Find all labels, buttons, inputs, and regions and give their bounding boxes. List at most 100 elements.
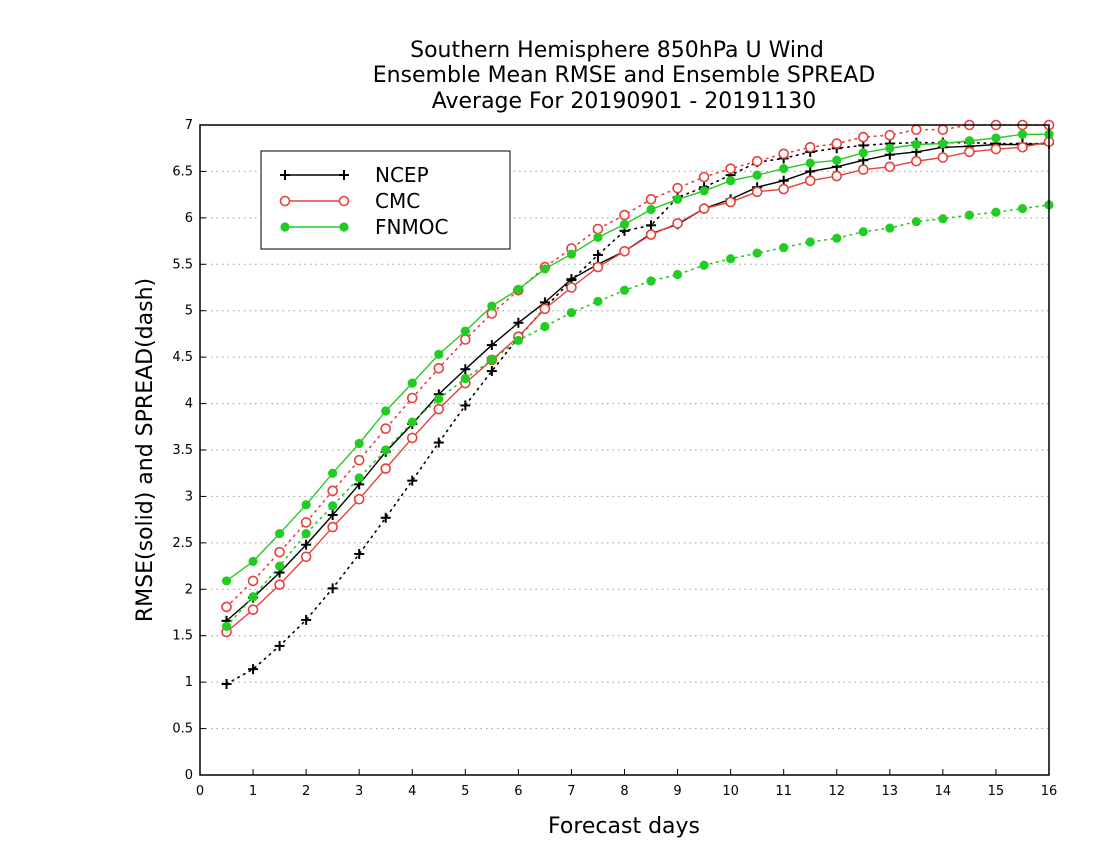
axis-ticks: 0 1 2 3 4 5 6 7 8 9 10 11 12 13 14 15 1600.511.522.533.5… [172,118,1057,799]
point-fnmoc-rmse [274,528,285,539]
point-cmc-spread [353,454,365,466]
point-cmc-spread [831,138,843,149]
point-fnmoc-spread [964,210,975,220]
x-tick-label: 7 [567,784,575,799]
y-tick-label: 2 [185,582,193,597]
point-fnmoc-rmse [540,264,550,274]
point-fnmoc-spread [434,394,444,404]
point-cmc-rmse [592,261,604,273]
y-tick-label: 3 [185,489,193,504]
point-cmc-spread [884,129,896,141]
point-ncep-spread [327,583,338,594]
point-cmc-spread [725,163,736,174]
point-fnmoc-rmse [460,326,470,336]
point-fnmoc-spread [858,227,868,237]
point-cmc-rmse [1017,141,1028,153]
point-fnmoc-rmse [221,576,232,586]
point-fnmoc-spread [381,445,391,455]
point-cmc-spread [592,223,604,235]
point-fnmoc-rmse [646,204,656,215]
point-fnmoc-spread [832,233,842,243]
point-fnmoc-spread [885,223,895,233]
series-fnmoc-spread [221,200,1054,632]
chart-title-line-3: Average For 20190901 - 20191130 [432,89,817,114]
point-fnmoc-spread [646,276,656,286]
point-ncep-spread [221,679,232,689]
point-fnmoc-spread [248,592,258,602]
point-cmc-spread [406,392,418,404]
point-fnmoc-rmse [1017,129,1028,139]
point-cmc-rmse [433,403,445,415]
y-tick-label: 0 [185,768,193,783]
point-fnmoc-spread [938,214,948,224]
x-tick-label: 15 [988,784,1005,799]
point-cmc-spread [778,148,789,160]
point-fnmoc-rmse [328,468,338,478]
point-fnmoc-spread [407,417,417,427]
x-tick-label: 8 [620,784,628,799]
x-tick-label: 5 [461,784,469,799]
point-cmc-rmse [884,161,896,173]
point-fnmoc-spread [487,355,497,365]
point-cmc-rmse [751,186,763,198]
point-cmc-spread [380,423,392,434]
point-cmc-spread [857,131,869,143]
point-fnmoc-spread [752,248,762,258]
point-cmc-rmse [831,170,843,182]
y-tick-label: 0.5 [172,722,193,737]
point-fnmoc-spread [593,296,603,307]
y-tick-label: 2.5 [172,536,193,551]
point-ncep-spread [380,512,391,523]
point-fnmoc-spread [911,216,921,227]
point-cmc-rmse [406,432,418,444]
point-fnmoc-rmse [301,500,311,510]
point-ncep-rmse [301,539,312,550]
point-ncep-spread [646,220,657,231]
point-fnmoc-spread [328,501,338,511]
point-cmc-spread [751,155,763,167]
x-tick-label: 11 [775,784,792,799]
y-tick-label: 1.5 [172,629,193,644]
point-cmc-rmse [327,521,338,533]
point-fnmoc-rmse [566,249,577,259]
x-tick-label: 16 [1041,784,1058,799]
point-fnmoc-rmse [726,176,736,186]
point-ncep-spread [433,437,444,448]
point-fnmoc-spread [779,242,789,253]
point-ncep-spread [592,250,603,260]
point-cmc-rmse [353,493,365,505]
point-cmc-spread [460,334,471,345]
point-fnmoc-spread [991,207,1001,217]
x-tick-label: 3 [355,784,363,799]
legend-marker-fnmoc [339,222,349,232]
point-fnmoc-rmse [805,158,815,168]
point-fnmoc-rmse [858,148,868,158]
x-tick-label: 1 [249,784,257,799]
point-fnmoc-rmse [354,438,364,449]
legend-box [260,150,511,250]
point-fnmoc-spread [699,260,709,270]
y-tick-label: 1 [185,675,193,690]
point-cmc-spread [911,124,922,135]
point-ncep-rmse [327,510,338,520]
point-fnmoc-spread [1017,203,1028,214]
legend-marker-ncep [339,170,349,180]
point-ncep-rmse [805,166,816,177]
point-fnmoc-rmse [699,186,709,196]
point-fnmoc-rmse [407,378,417,388]
point-fnmoc-rmse [885,143,895,153]
point-fnmoc-spread [566,307,577,318]
x-tick-label: 6 [514,784,522,799]
point-fnmoc-rmse [911,139,921,150]
point-cmc-spread [247,575,259,587]
x-tick-label: 4 [408,784,416,799]
point-cmc-rmse [725,196,736,208]
line-fnmoc-spread [225,204,1050,628]
point-fnmoc-rmse [248,556,258,567]
point-cmc-spread [274,546,285,558]
point-ncep-spread [460,400,471,411]
point-cmc-rmse [937,152,949,163]
chart-title-line-1: Southern Hemisphere 850hPa U Wind [410,38,824,63]
point-cmc-spread [221,601,232,613]
